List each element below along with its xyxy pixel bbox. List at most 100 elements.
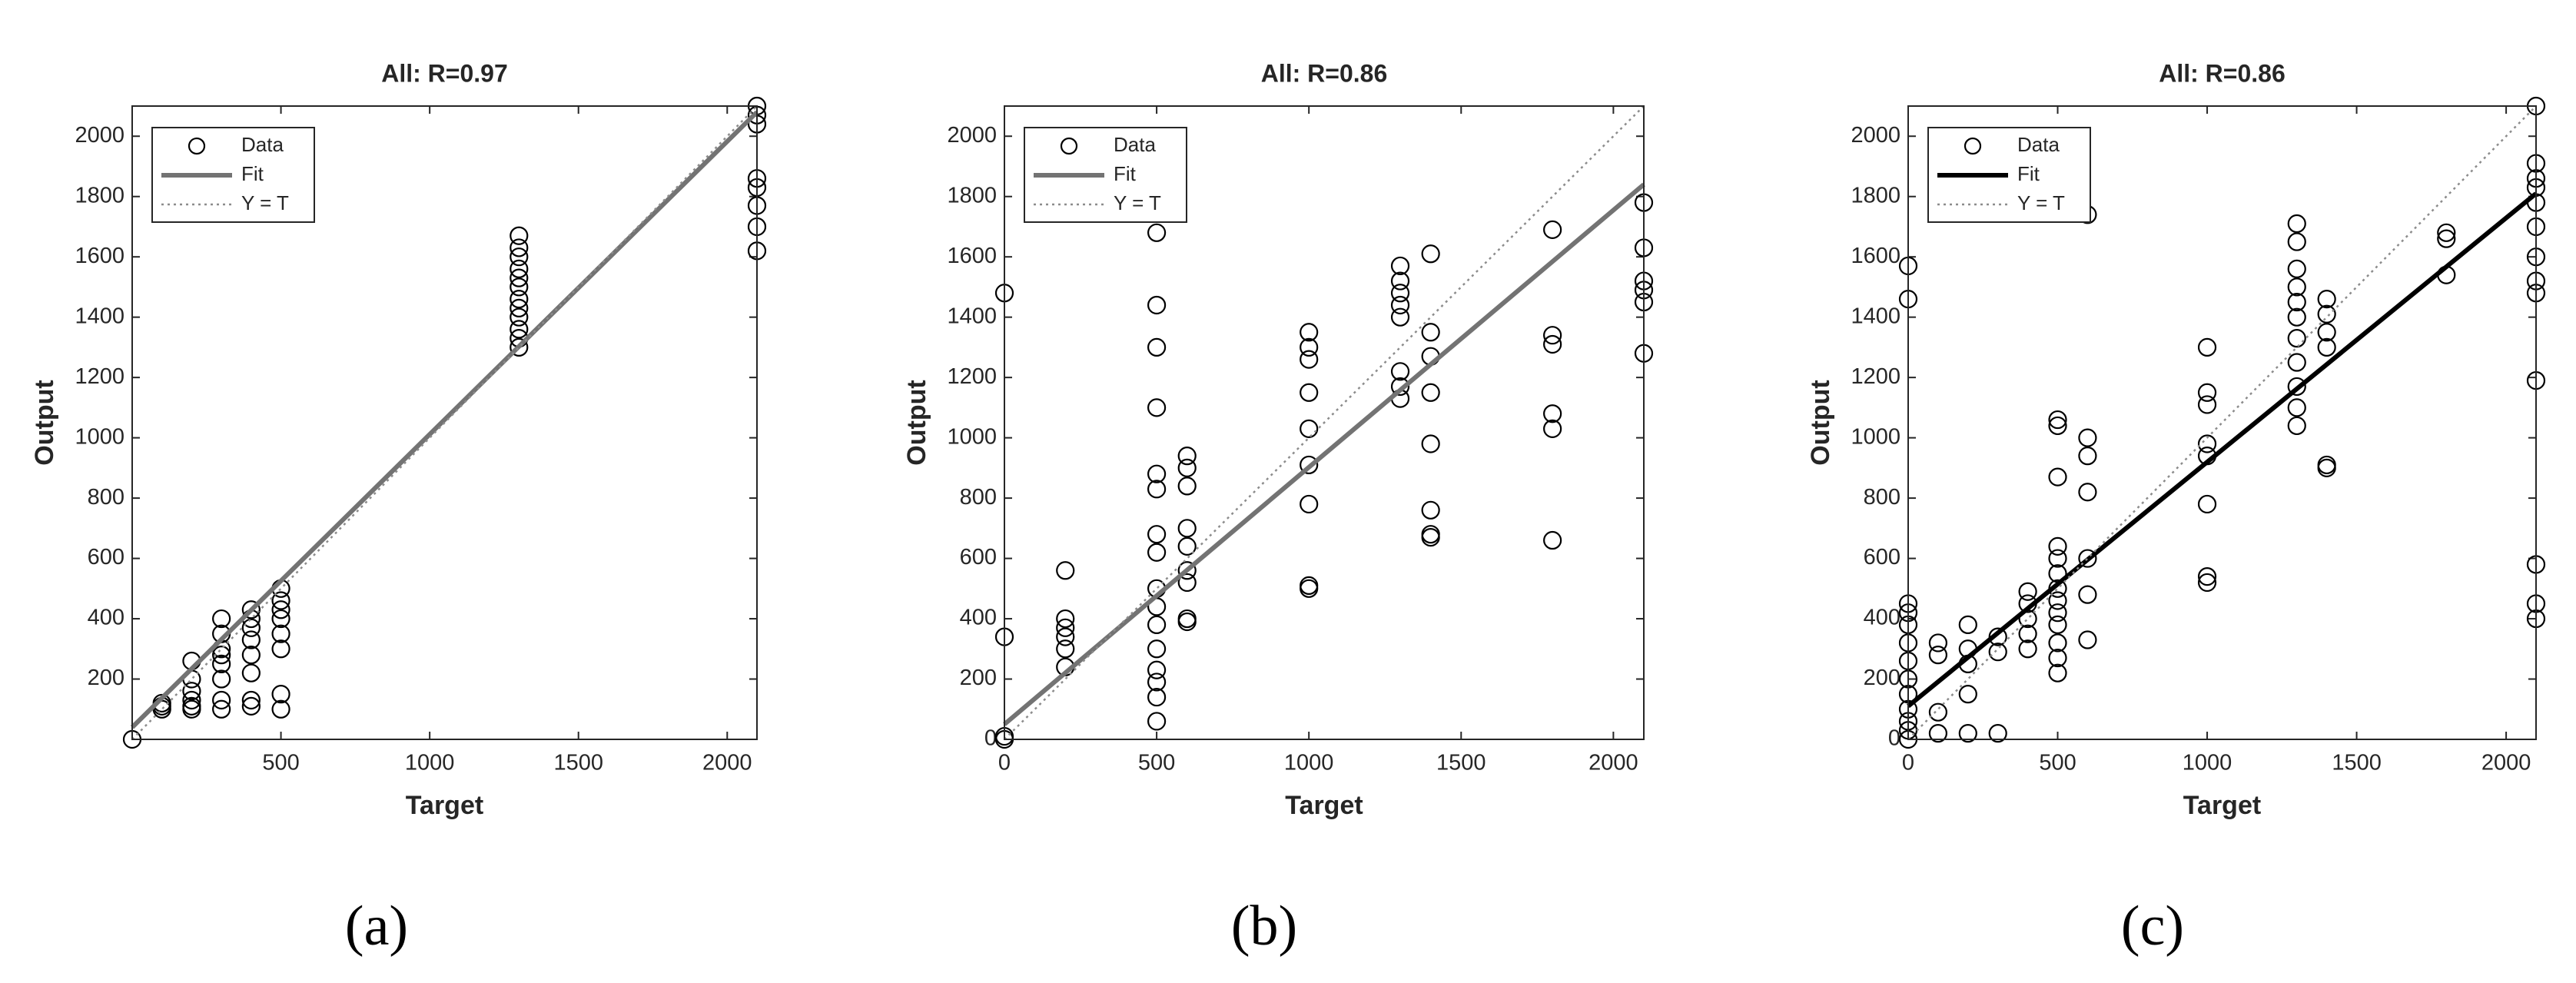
data-point xyxy=(1988,724,2007,743)
data-point xyxy=(1543,326,1562,345)
y-tick-label: 2000 xyxy=(947,123,997,148)
y-tick-label: 1600 xyxy=(947,244,997,268)
data-point xyxy=(241,600,261,619)
data-point xyxy=(2317,337,2336,357)
data-point xyxy=(1421,500,1440,520)
data-point xyxy=(510,226,529,245)
data-point xyxy=(2048,663,2067,682)
fit-line xyxy=(1907,191,2538,709)
data-point xyxy=(1958,685,1977,704)
data-point xyxy=(1177,519,1197,538)
data-point xyxy=(2287,307,2306,327)
data-point xyxy=(1928,646,1948,665)
data-point xyxy=(1300,419,1319,438)
y-tick-label: 400 xyxy=(88,606,124,630)
data-point xyxy=(510,247,529,267)
data-point xyxy=(2437,229,2456,248)
identity-line xyxy=(1004,105,1645,740)
data-point xyxy=(1390,256,1410,276)
data-point xyxy=(1147,672,1167,692)
data-point xyxy=(212,690,231,710)
y-axis-label: Output xyxy=(1806,380,1835,465)
data-point xyxy=(2317,323,2336,342)
legend-marker xyxy=(1964,137,1982,155)
x-tick-label: 1500 xyxy=(1436,751,1486,775)
data-point xyxy=(1056,639,1075,659)
data-point xyxy=(1300,337,1319,357)
data-point xyxy=(1543,530,1562,550)
data-point xyxy=(510,298,529,317)
data-point xyxy=(2048,536,2067,556)
data-point xyxy=(2048,410,2067,430)
data-point xyxy=(1300,323,1319,342)
data-point xyxy=(1147,337,1167,357)
legend-label: Y = T xyxy=(2017,191,2065,214)
legend-marker xyxy=(1060,137,1078,155)
data-point xyxy=(510,320,529,339)
data-point xyxy=(1177,477,1197,496)
data-point xyxy=(1421,525,1440,544)
legend-label: Y = T xyxy=(1114,191,1161,214)
data-point xyxy=(2287,292,2306,312)
data-point xyxy=(1147,543,1167,562)
data-point xyxy=(1390,271,1410,291)
data-point xyxy=(271,624,290,643)
data-point xyxy=(2197,494,2217,514)
data-point xyxy=(182,696,201,716)
data-point xyxy=(2018,624,2037,643)
x-tick-label: 2000 xyxy=(2481,751,2531,775)
panel-label: (a) xyxy=(345,895,408,958)
data-point xyxy=(2437,223,2456,242)
data-point xyxy=(510,238,529,257)
data-point xyxy=(2317,455,2336,475)
data-point xyxy=(212,669,231,689)
data-point xyxy=(1056,609,1075,629)
y-tick-label: 1400 xyxy=(1851,304,1900,328)
data-point xyxy=(2287,329,2306,348)
data-point xyxy=(1988,627,2007,646)
data-point xyxy=(1177,561,1197,580)
legend-label: Data xyxy=(1114,133,1156,156)
data-point xyxy=(2048,591,2067,610)
y-tick-label: 0 xyxy=(1888,726,1900,751)
axes-frame xyxy=(1004,105,1645,740)
y-tick-label: 1800 xyxy=(75,183,124,208)
axes-frame xyxy=(131,105,758,740)
data-point xyxy=(1421,323,1440,342)
data-point xyxy=(241,646,261,665)
x-tick-label: 1000 xyxy=(2183,751,2232,775)
data-point xyxy=(1147,660,1167,679)
data-point xyxy=(1147,687,1167,707)
y-tick-label: 400 xyxy=(1864,606,1900,630)
data-point xyxy=(1543,334,1562,354)
data-point xyxy=(2078,549,2097,568)
data-point xyxy=(2048,648,2067,668)
y-tick-label: 600 xyxy=(1864,545,1900,570)
data-point xyxy=(271,591,290,610)
data-point xyxy=(2317,304,2336,324)
y-tick-label: 1200 xyxy=(947,364,997,389)
data-point xyxy=(2048,603,2067,623)
data-point xyxy=(2018,582,2037,601)
chart-panel: All: R=0.97 Target Output (a) 500 1000 1500 200… xyxy=(30,59,767,958)
y-tick-label: 800 xyxy=(960,485,997,510)
x-tick-label: 0 xyxy=(1902,751,1914,775)
data-point xyxy=(1177,447,1197,466)
data-point xyxy=(1056,561,1075,580)
x-tick-label: 1500 xyxy=(553,751,603,775)
data-point xyxy=(2048,549,2067,568)
data-point xyxy=(2197,383,2217,402)
data-point xyxy=(1421,383,1440,402)
x-tick-label: 2000 xyxy=(1588,751,1638,775)
data-point xyxy=(2287,353,2306,372)
data-point xyxy=(271,685,290,704)
chart-title: All: R=0.86 xyxy=(1261,59,1388,87)
data-point xyxy=(2287,259,2306,278)
y-tick-label: 1600 xyxy=(1851,244,1900,268)
data-point xyxy=(2197,573,2217,593)
data-point xyxy=(1958,724,1977,743)
data-point xyxy=(2287,232,2306,251)
data-point xyxy=(2317,290,2336,309)
panel-label: (c) xyxy=(2121,895,2184,958)
